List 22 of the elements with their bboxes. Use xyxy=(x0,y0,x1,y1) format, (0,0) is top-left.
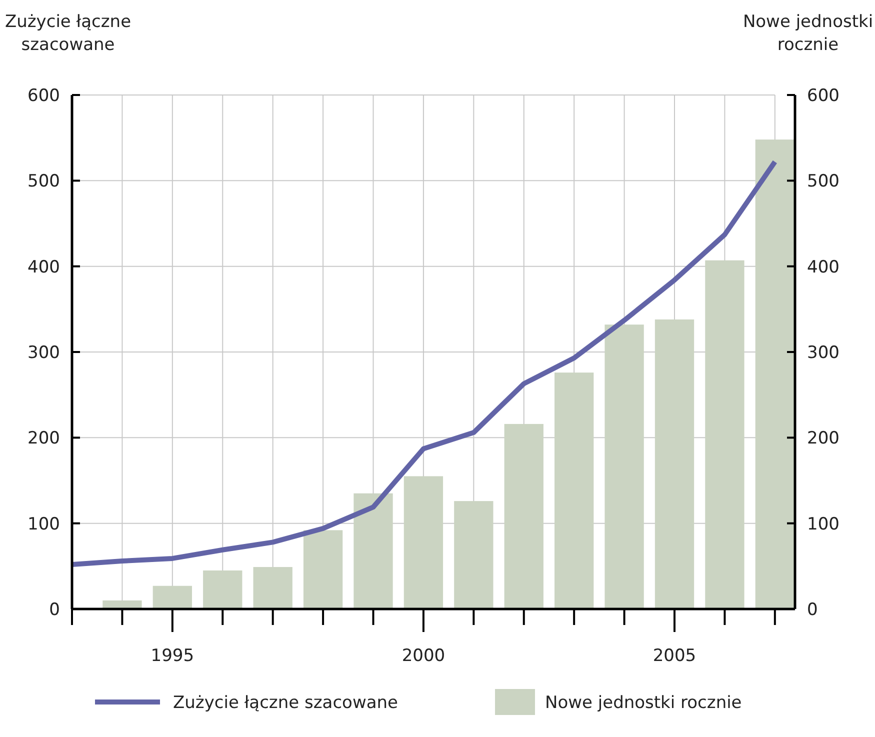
legend-label: Zużycie łączne szacowane xyxy=(173,692,398,713)
legend-label: Nowe jednostki rocznie xyxy=(545,692,742,713)
y-tick-label: 100 xyxy=(28,514,60,534)
y2-tick-label: 600 xyxy=(807,86,840,106)
x-tick-label: 2005 xyxy=(652,646,696,666)
y2-tick-label: 300 xyxy=(807,342,840,363)
y-tick-label: 500 xyxy=(28,172,60,192)
y2-tick-label: 200 xyxy=(807,428,840,449)
y2-tick-label: 100 xyxy=(807,514,840,534)
bar xyxy=(303,530,343,609)
y2-tick-label: 400 xyxy=(807,257,840,278)
y-tick-label: 0 xyxy=(49,600,60,620)
x-tick-label: 2000 xyxy=(402,646,446,666)
y-tick-label: 200 xyxy=(28,428,60,449)
y2-tick-label: 500 xyxy=(807,172,840,192)
y2-tick-label: 0 xyxy=(807,600,818,620)
x-tick-label: 1995 xyxy=(150,646,194,666)
y2-axis-title: Nowe jednostki rocznie xyxy=(742,12,874,55)
y-tick-label: 300 xyxy=(28,342,60,363)
y-tick-label: 600 xyxy=(28,86,60,106)
y-tick-label: 400 xyxy=(28,257,60,278)
y-axis-title: Zużycie łączne szacowane xyxy=(4,12,132,55)
